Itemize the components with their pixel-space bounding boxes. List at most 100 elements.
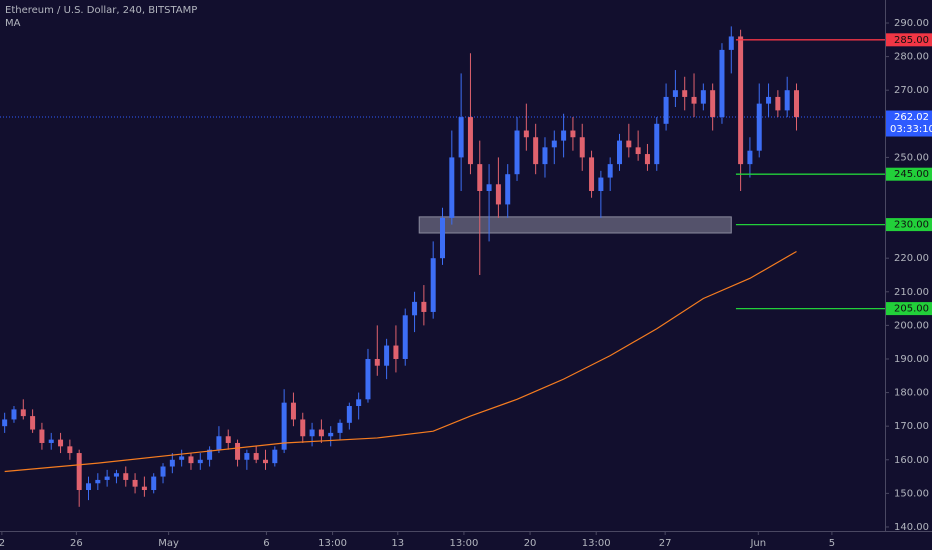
x-tick-label: 5 <box>829 538 835 549</box>
support-zone <box>418 216 732 234</box>
candle-body <box>207 449 213 460</box>
candle-body <box>570 130 576 138</box>
candle-body <box>179 456 185 460</box>
candle-body <box>374 358 380 366</box>
candle-body <box>654 123 660 165</box>
last-price-label: 262.02 <box>894 112 929 123</box>
candle-body <box>794 90 799 118</box>
candle-body <box>486 184 492 191</box>
candle-body <box>48 439 54 443</box>
candle-body <box>412 301 418 316</box>
candle-body <box>635 147 641 155</box>
candle-body <box>467 117 473 165</box>
candle-body <box>607 164 613 178</box>
y-tick-label: 180.00 <box>894 388 929 399</box>
level-label-box <box>886 33 932 47</box>
candle-body <box>253 453 259 460</box>
candle-body <box>337 422 343 433</box>
candle-body <box>672 90 678 97</box>
candle-body <box>113 473 119 477</box>
y-tick-label: 190.00 <box>894 354 929 365</box>
level-label: 230.00 <box>894 220 929 231</box>
candle-body <box>76 453 82 491</box>
candle-body <box>477 164 483 191</box>
candle-body <box>290 402 296 420</box>
candle-body <box>384 345 390 366</box>
x-tick-label: 20 <box>524 538 537 549</box>
candle-body <box>86 483 91 491</box>
candle-body <box>495 184 501 205</box>
candle-body <box>523 130 529 138</box>
y-tick-label: 220.00 <box>894 253 929 264</box>
level-label-box <box>886 218 932 232</box>
candle-body <box>449 157 455 218</box>
candle-body <box>766 96 772 104</box>
y-tick-label: 150.00 <box>894 488 929 499</box>
candle-body <box>728 36 734 50</box>
candle-body <box>309 429 315 437</box>
candle-body <box>505 174 511 205</box>
candle-body <box>533 137 539 165</box>
candle-body <box>644 154 650 165</box>
candle-body <box>244 453 250 460</box>
candle-body <box>151 476 157 491</box>
y-tick-label: 140.00 <box>894 522 929 533</box>
candle-body <box>20 409 26 417</box>
candle-body <box>430 258 436 312</box>
candle-body <box>440 217 445 259</box>
candle-body <box>263 459 268 464</box>
moving-average <box>4 250 797 473</box>
x-tick-label: 27 <box>659 538 672 549</box>
candle-body <box>542 147 548 165</box>
candle-body <box>551 140 557 148</box>
candle-body <box>197 459 203 464</box>
x-tick-label: 2 <box>0 538 5 549</box>
countdown-label: 03:33:10 <box>890 124 932 135</box>
level-label: 205.00 <box>894 304 929 315</box>
candle-body <box>188 456 194 464</box>
candle-body <box>272 449 278 464</box>
candle-body <box>756 103 762 151</box>
candle-body <box>402 315 408 359</box>
candle-body <box>281 402 287 450</box>
candle-body <box>67 446 73 454</box>
chart-title: Ethereum / U.S. Dollar, 240, BITSTAMP <box>5 5 197 16</box>
candle-body <box>514 130 520 175</box>
candle-body <box>2 419 8 427</box>
candle-body <box>365 358 371 400</box>
x-tick-label: 13:00 <box>450 538 479 549</box>
x-tick-label: 13:00 <box>582 538 611 549</box>
x-tick-label: 6 <box>263 538 269 549</box>
candle-body <box>356 399 362 407</box>
candle-body <box>421 301 427 312</box>
level-label: 245.00 <box>894 169 929 180</box>
y-tick-label: 270.00 <box>894 85 929 96</box>
candle-body <box>626 140 632 148</box>
candle-body <box>95 479 101 484</box>
y-tick-label: 280.00 <box>894 52 929 63</box>
x-tick-label: Jun <box>749 538 766 549</box>
candle-body <box>663 96 669 124</box>
candle-body <box>58 439 64 447</box>
indicator-label: MA <box>5 18 21 29</box>
candle-body <box>39 429 45 443</box>
candle-body <box>160 466 166 477</box>
x-tick-label: May <box>158 538 179 549</box>
level-label-box <box>886 302 932 316</box>
x-tick-label: 26 <box>70 538 83 549</box>
y-tick-label: 210.00 <box>894 287 929 298</box>
candle-body <box>11 409 17 420</box>
candle-body <box>579 137 585 158</box>
candle-body <box>691 96 697 104</box>
candle-body <box>300 419 306 437</box>
candle-body <box>318 429 324 437</box>
candle-body <box>225 436 231 443</box>
candle-body <box>104 476 110 480</box>
candle-body <box>235 442 241 460</box>
x-tick-label: 13:00 <box>318 538 347 549</box>
x-tick-label: 13 <box>391 538 404 549</box>
candle-body <box>738 36 744 165</box>
candle-body <box>617 140 622 165</box>
candle-body <box>719 49 725 118</box>
